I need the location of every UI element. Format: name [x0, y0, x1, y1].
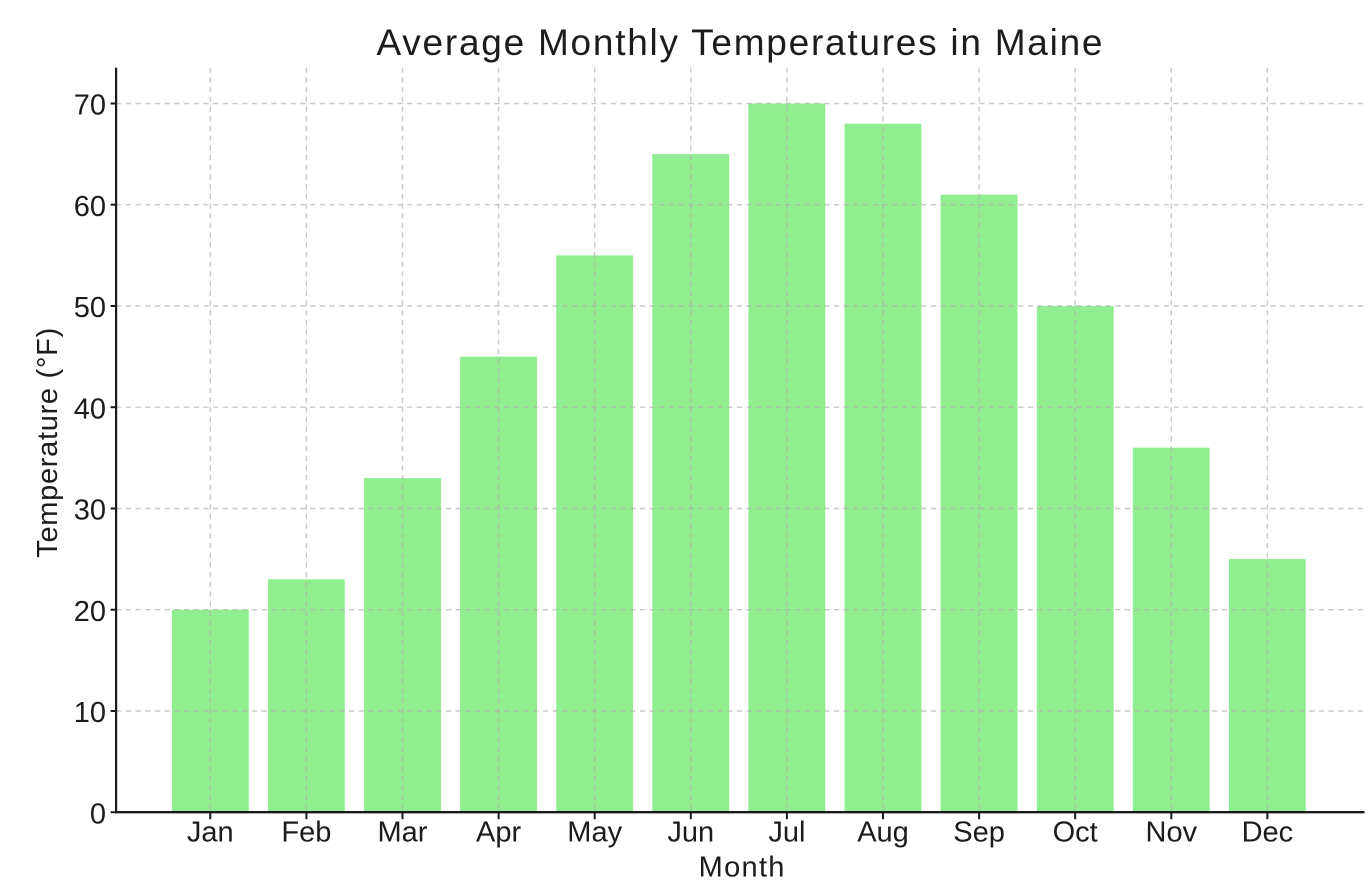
svg-text:Jul: Jul: [768, 816, 805, 848]
svg-text:Nov: Nov: [1146, 816, 1198, 848]
svg-text:Mar: Mar: [378, 816, 428, 848]
svg-text:Aug: Aug: [857, 816, 909, 848]
svg-text:Jun: Jun: [667, 816, 714, 848]
svg-text:Temperature (°F): Temperature (°F): [32, 327, 64, 558]
svg-text:Sep: Sep: [953, 816, 1005, 848]
svg-text:Feb: Feb: [281, 816, 331, 848]
svg-text:40: 40: [74, 393, 106, 425]
svg-text:20: 20: [74, 596, 106, 628]
svg-text:Average Monthly Temperatures i: Average Monthly Temperatures in Maine: [377, 22, 1105, 63]
svg-text:Jan: Jan: [187, 816, 234, 848]
svg-text:May: May: [567, 816, 622, 848]
svg-text:50: 50: [74, 292, 106, 324]
svg-text:Dec: Dec: [1242, 816, 1294, 848]
svg-text:10: 10: [74, 697, 106, 729]
svg-text:Oct: Oct: [1053, 816, 1098, 848]
svg-text:30: 30: [74, 495, 106, 527]
svg-text:Apr: Apr: [476, 816, 521, 848]
svg-text:70: 70: [74, 90, 106, 122]
svg-text:60: 60: [74, 191, 106, 223]
svg-text:Month: Month: [699, 852, 786, 884]
svg-text:0: 0: [90, 798, 106, 830]
